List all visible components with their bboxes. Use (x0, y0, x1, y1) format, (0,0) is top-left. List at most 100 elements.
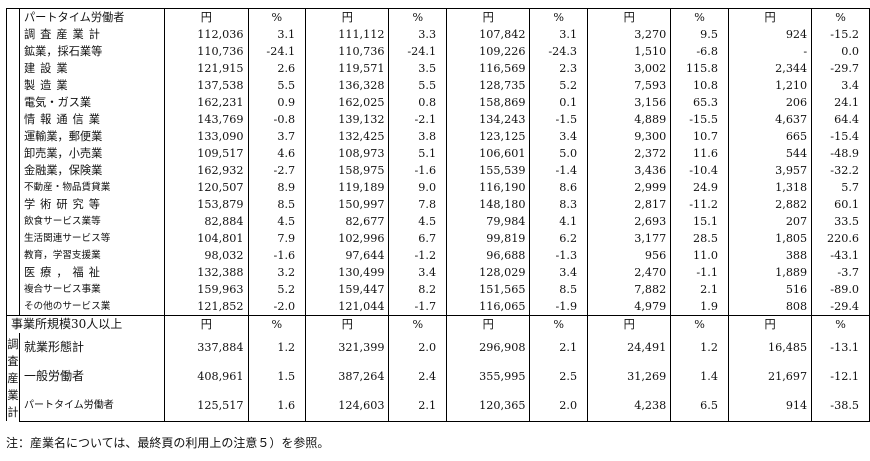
amount-cell: 1,805 (727, 230, 813, 247)
change-cell: 2.4 (388, 362, 448, 392)
amount-cell: 9,300 (587, 128, 672, 145)
amount-cell: 128,029 (446, 264, 531, 281)
change-cell: 33.5 (811, 213, 870, 230)
amount-cell: 107,842 (446, 26, 531, 43)
change-cell: -1.9 (529, 298, 589, 316)
unit-yen: 円 (164, 315, 249, 333)
amount-cell: 388 (727, 247, 813, 264)
amount-cell: 1,318 (727, 179, 813, 196)
amount-cell: 206 (727, 94, 813, 111)
amount-cell: 2,693 (587, 213, 672, 230)
amount-cell: 128,735 (446, 77, 531, 94)
amount-cell: 99,819 (446, 230, 531, 247)
amount-cell: 102,996 (305, 230, 390, 247)
amount-cell: 408,961 (164, 362, 249, 392)
amount-cell: 808 (727, 298, 813, 316)
table-row: 調査産業計 112,036 3.1 111,112 3.3 107,842 3.1 3,270… (6, 26, 870, 43)
change-cell: 8.5 (247, 196, 307, 213)
part-time-section: パートタイム労働者円% 円% 円% 円% 円% 調査産業計 112,036 3.1 111,11… (6, 8, 870, 316)
change-cell: 2.1 (388, 391, 448, 422)
change-cell: 3.4 (811, 77, 870, 94)
amount-cell: 112,036 (164, 26, 249, 43)
table-row: 金融業，保険業 162,932 -2.7 158,975 -1.6 155,539 -1.4… (6, 162, 870, 179)
change-cell: 2.6 (247, 60, 307, 77)
row-label: 医療，福祉 (18, 264, 166, 281)
change-cell: -1.2 (388, 247, 448, 264)
amount-cell: 139,132 (305, 111, 390, 128)
table-row: 建設業 121,915 2.6 119,571 3.5 116,569 2.3 3,002 11… (6, 60, 870, 77)
table-row: その他のサービス業 121,852 -2.0 121,044 -1.7 116,065 -1… (6, 298, 870, 316)
amount-cell: 98,032 (164, 247, 249, 264)
table-row: 調査産業計就業形態計 337,884 1.2 321,399 2.0 296,908 2.1… (6, 333, 870, 421)
change-cell: -1.3 (529, 247, 589, 264)
change-cell: 5.2 (529, 77, 589, 94)
amount-cell: 3,177 (587, 230, 672, 247)
amount-cell: 109,226 (446, 43, 531, 60)
amount-cell: 355,995 (446, 362, 531, 392)
left-gutter (6, 8, 20, 26)
change-cell: 3.5 (388, 60, 448, 77)
change-cell: 4.1 (529, 213, 589, 230)
amount-cell: 108,973 (305, 145, 390, 162)
amount-cell: 162,025 (305, 94, 390, 111)
unit-yen: 円 (587, 8, 672, 26)
change-cell: 0.8 (388, 94, 448, 111)
amount-cell: 97,644 (305, 247, 390, 264)
amount-cell: 3,270 (587, 26, 672, 43)
row-label: 複合サービス事業 (18, 281, 166, 298)
change-cell: -24.1 (388, 43, 448, 60)
unit-percent: % (529, 315, 589, 333)
change-cell: 5.0 (529, 145, 589, 162)
table-row: 学術研究等 153,879 8.5 150,997 7.8 148,180 8.3 2,817… (6, 196, 870, 213)
change-cell: 1.5 (247, 362, 307, 392)
change-cell: 7.9 (247, 230, 307, 247)
unit-header-row: パートタイム労働者円% 円% 円% 円% 円% (6, 8, 870, 26)
left-gutter (6, 247, 20, 264)
amount-cell: 1,510 (587, 43, 672, 60)
change-cell: -24.3 (529, 43, 589, 60)
amount-cell: 516 (727, 281, 813, 298)
left-gutter (6, 26, 20, 43)
amount-cell: 121,915 (164, 60, 249, 77)
change-cell: -29.7 (811, 60, 870, 77)
left-gutter (6, 162, 20, 179)
amount-cell: 2,999 (587, 179, 672, 196)
change-cell: 24.1 (811, 94, 870, 111)
amount-cell: 132,425 (305, 128, 390, 145)
row-label: 建設業 (18, 60, 166, 77)
amount-cell: 96,688 (446, 247, 531, 264)
unit-percent: % (388, 315, 448, 333)
amount-cell: 119,571 (305, 60, 390, 77)
unit-yen: 円 (446, 8, 531, 26)
change-cell: -38.5 (811, 391, 870, 422)
unit-percent: % (247, 315, 307, 333)
change-cell: 2.1 (529, 333, 589, 363)
table-row: 教育，学習支援業 98,032 -1.6 97,644 -1.2 96,688 -1.3 95… (6, 247, 870, 264)
change-cell: 4.6 (247, 145, 307, 162)
amount-cell: 21,697 (727, 362, 813, 392)
change-cell: 3.4 (529, 128, 589, 145)
amount-cell: 387,264 (305, 362, 390, 392)
left-gutter (6, 230, 20, 247)
amount-cell: 106,601 (446, 145, 531, 162)
amount-cell: 82,677 (305, 213, 390, 230)
change-cell: 5.5 (388, 77, 448, 94)
amount-cell: 162,231 (164, 94, 249, 111)
change-cell: 8.5 (529, 281, 589, 298)
unit-percent: % (811, 315, 870, 333)
amount-cell: 153,879 (164, 196, 249, 213)
amount-cell: 109,517 (164, 145, 249, 162)
change-cell: 1.6 (247, 391, 307, 422)
table-row: 卸売業，小売業 109,517 4.6 108,973 5.1 106,601 5.0 2,3… (6, 145, 870, 162)
change-cell: -2.7 (247, 162, 307, 179)
table-row: 鉱業，採石業等 110,736 -24.1 110,736 -24.1 109,226 -2… (6, 43, 870, 60)
amount-cell: 120,365 (446, 391, 531, 422)
change-cell: 64.4 (811, 111, 870, 128)
change-cell: 2.1 (670, 281, 729, 298)
unit-percent: % (811, 8, 870, 26)
change-cell: 10.8 (670, 77, 729, 94)
change-cell: -12.1 (811, 362, 870, 392)
row-label: 卸売業，小売業 (18, 145, 166, 162)
left-gutter (6, 264, 20, 281)
change-cell: 6.5 (670, 391, 729, 422)
